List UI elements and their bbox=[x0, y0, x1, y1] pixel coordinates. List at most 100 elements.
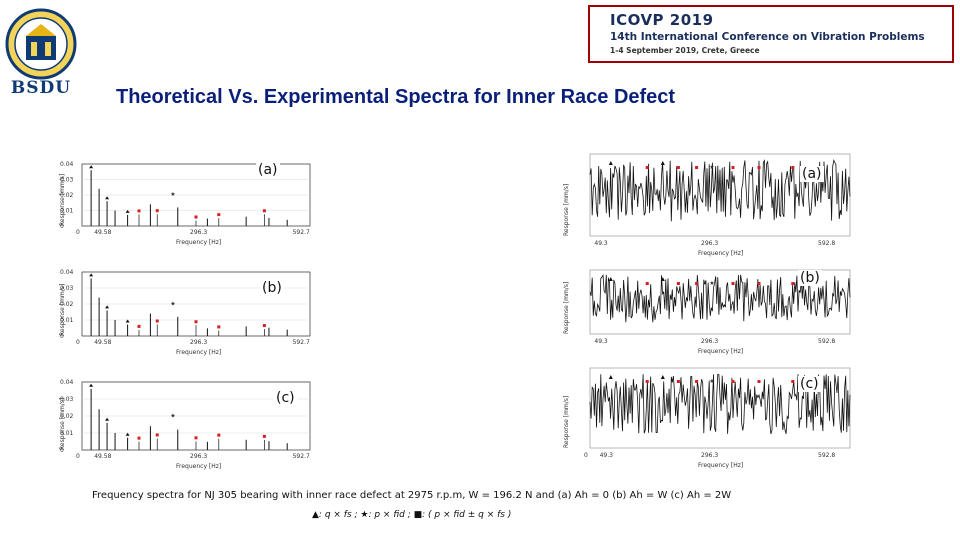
x-tick-label: 49.58 bbox=[94, 339, 111, 346]
x-tick-label: 296.3 bbox=[701, 240, 718, 247]
harmonic-marker bbox=[105, 305, 110, 309]
harmonic-marker bbox=[105, 196, 110, 200]
harmonic-marker bbox=[125, 432, 130, 436]
sideband-marker bbox=[695, 282, 699, 285]
x-tick-label: 592.7 bbox=[293, 453, 310, 460]
y-tick-label: 0.01 bbox=[60, 317, 74, 324]
x-tick-label: 0 bbox=[584, 452, 588, 459]
sideband-marker bbox=[137, 436, 141, 440]
right-plot-c-label: (c) bbox=[798, 376, 821, 392]
x-axis-label: Frequency [Hz] bbox=[698, 348, 743, 355]
sideband-marker bbox=[262, 434, 266, 438]
sideband-marker bbox=[137, 324, 141, 328]
sideband-marker bbox=[757, 282, 761, 285]
sideband-marker bbox=[695, 380, 699, 383]
y-axis-label: Response [mm/s] bbox=[563, 282, 570, 334]
x-axis-label: Frequency [Hz] bbox=[698, 462, 743, 469]
defect-star-marker: ★ bbox=[709, 164, 714, 171]
harmonic-marker bbox=[125, 319, 130, 323]
sideband-marker bbox=[155, 433, 159, 437]
x-tick-label: 592.7 bbox=[293, 339, 310, 346]
harmonic-marker bbox=[125, 209, 130, 213]
sideband-marker bbox=[217, 213, 221, 217]
harmonic-marker bbox=[660, 277, 665, 281]
defect-star-marker: ★ bbox=[170, 412, 175, 419]
sideband-marker bbox=[194, 320, 198, 324]
y-tick-label: 0 bbox=[60, 223, 64, 230]
conference-title: ICOVP 2019 bbox=[610, 11, 714, 29]
x-tick-label: 296.3 bbox=[190, 453, 207, 460]
harmonic-marker bbox=[105, 417, 110, 421]
y-tick-label: 0 bbox=[60, 447, 64, 454]
sideband-marker bbox=[791, 380, 795, 383]
defect-star-marker: ★ bbox=[170, 191, 175, 198]
x-axis-label: Frequency [Hz] bbox=[176, 239, 221, 246]
y-axis-label: Response [mm/s] bbox=[563, 184, 570, 236]
y-axis-label: Response [mm/s] bbox=[59, 284, 66, 336]
figure-caption: Frequency spectra for NJ 305 bearing wit… bbox=[92, 490, 732, 501]
y-axis-label: Response [mm/s] bbox=[563, 396, 570, 448]
sideband-marker bbox=[791, 282, 795, 285]
sideband-marker bbox=[262, 209, 266, 213]
conference-banner: ICOVP 2019 14th International Conference… bbox=[588, 5, 954, 63]
x-tick-label: 296.3 bbox=[701, 452, 718, 459]
x-axis-label: Frequency [Hz] bbox=[698, 250, 743, 257]
y-tick-label: 0.03 bbox=[60, 396, 74, 403]
y-tick-label: 0.04 bbox=[60, 269, 74, 276]
y-axis-label: Response [mm/s] bbox=[59, 398, 66, 450]
x-tick-label: 592.8 bbox=[818, 452, 835, 459]
sideband-marker bbox=[217, 433, 221, 437]
y-tick-label: 0.01 bbox=[60, 430, 74, 437]
right-plot-a: ★ 49.3 296.3 592.8 Frequency [Hz] Response [m… bbox=[556, 146, 856, 260]
right-plot-a-label: (a) bbox=[800, 166, 824, 182]
harmonic-marker bbox=[89, 165, 94, 169]
left-plot-c-label: (c) bbox=[274, 390, 297, 406]
bsdu-logo bbox=[5, 8, 77, 80]
sideband-marker bbox=[731, 380, 735, 383]
sideband-marker bbox=[676, 380, 680, 383]
harmonic-marker bbox=[608, 161, 613, 165]
sideband-marker bbox=[731, 282, 735, 285]
sideband-marker bbox=[757, 166, 761, 169]
left-plot-b-label: (b) bbox=[260, 280, 284, 296]
sideband-marker bbox=[217, 325, 221, 329]
defect-star-marker: ★ bbox=[709, 280, 714, 287]
defect-star-marker: ★ bbox=[709, 378, 714, 385]
sideband-marker bbox=[194, 215, 198, 219]
sideband-marker bbox=[676, 282, 680, 285]
x-tick-label: 592.8 bbox=[818, 240, 835, 247]
harmonic-marker bbox=[608, 277, 613, 281]
defect-star-marker: ★ bbox=[170, 300, 175, 307]
sideband-marker bbox=[155, 319, 159, 323]
sideband-marker bbox=[137, 209, 141, 213]
sideband-marker bbox=[695, 166, 699, 169]
x-tick-label: 296.3 bbox=[190, 339, 207, 346]
x-tick-label: 296.3 bbox=[190, 229, 207, 236]
x-tick-label: 592.7 bbox=[293, 229, 310, 236]
sideband-marker bbox=[791, 166, 795, 169]
x-tick-label: 592.8 bbox=[818, 338, 835, 345]
y-tick-label: 0.03 bbox=[60, 285, 74, 292]
x-tick-label: 0 bbox=[76, 339, 80, 346]
x-tick-label: 49.3 bbox=[594, 240, 608, 247]
y-tick-label: 0.02 bbox=[60, 413, 74, 420]
sideband-marker bbox=[645, 282, 649, 285]
left-plot-a-label: (a) bbox=[256, 162, 280, 178]
y-tick-label: 0.04 bbox=[60, 161, 74, 168]
y-tick-label: 0 bbox=[60, 333, 64, 340]
conference-dates: 1-4 September 2019, Crete, Greece bbox=[610, 46, 760, 55]
x-tick-label: 49.3 bbox=[600, 452, 614, 459]
y-axis-label: Response [mm/s] bbox=[59, 174, 66, 226]
sideband-marker bbox=[731, 166, 735, 169]
y-tick-label: 0.02 bbox=[60, 192, 74, 199]
x-axis-label: Frequency [Hz] bbox=[176, 349, 221, 356]
experimental-spectrum-line bbox=[589, 273, 851, 323]
x-axis-label: Frequency [Hz] bbox=[176, 463, 221, 470]
x-tick-label: 49.58 bbox=[94, 229, 111, 236]
harmonic-marker bbox=[89, 273, 94, 277]
right-plot-b-label: (b) bbox=[798, 270, 822, 286]
sideband-marker bbox=[194, 436, 198, 440]
conference-subtitle: 14th International Conference on Vibrati… bbox=[610, 31, 925, 43]
harmonic-marker bbox=[89, 383, 94, 387]
x-tick-label: 0 bbox=[76, 229, 80, 236]
